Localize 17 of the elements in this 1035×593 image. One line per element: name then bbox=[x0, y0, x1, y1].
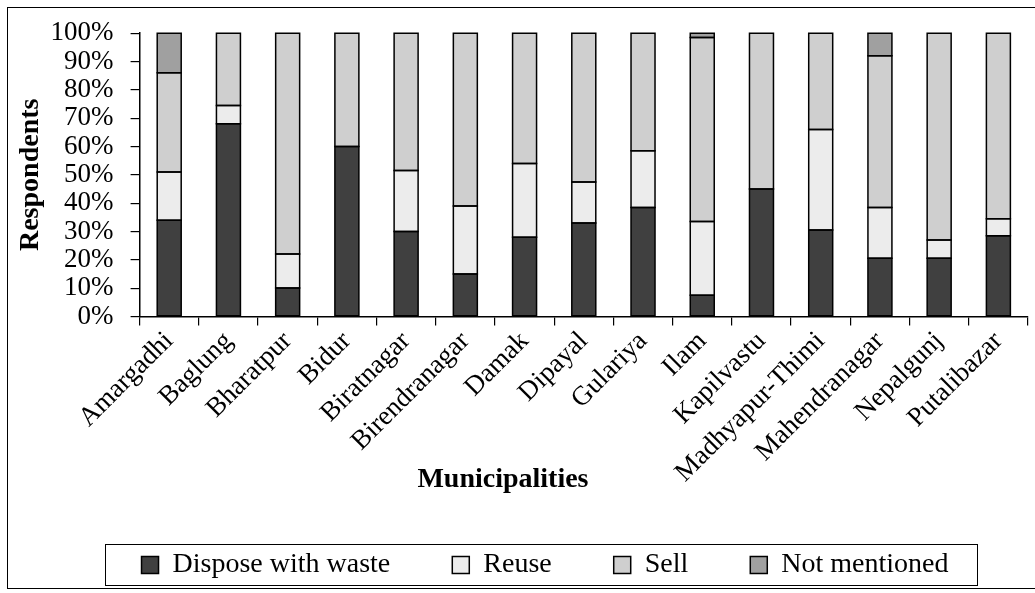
y-tick-label: 20% bbox=[64, 242, 114, 273]
legend-label: Not mentioned bbox=[781, 547, 949, 579]
legend-label: Dispose with waste bbox=[172, 547, 391, 579]
y-tick-label: 100% bbox=[50, 16, 114, 47]
y-tick-label: 70% bbox=[64, 101, 114, 132]
y-tick-label: 90% bbox=[64, 44, 114, 75]
y-tick-label: 50% bbox=[64, 157, 114, 188]
y-tick-label: 60% bbox=[64, 129, 114, 160]
legend-label: Sell bbox=[644, 547, 689, 579]
y-tick-label: 10% bbox=[64, 271, 114, 302]
y-tick-label: 0% bbox=[77, 299, 114, 330]
y-tick-label: 80% bbox=[64, 72, 114, 103]
y-tick-label: 30% bbox=[64, 214, 114, 245]
x-axis-title: Municipalities bbox=[417, 461, 589, 493]
y-axis-title: Respondents bbox=[13, 98, 45, 252]
legend-label: Reuse bbox=[483, 547, 552, 579]
y-tick-label: 40% bbox=[64, 186, 114, 217]
